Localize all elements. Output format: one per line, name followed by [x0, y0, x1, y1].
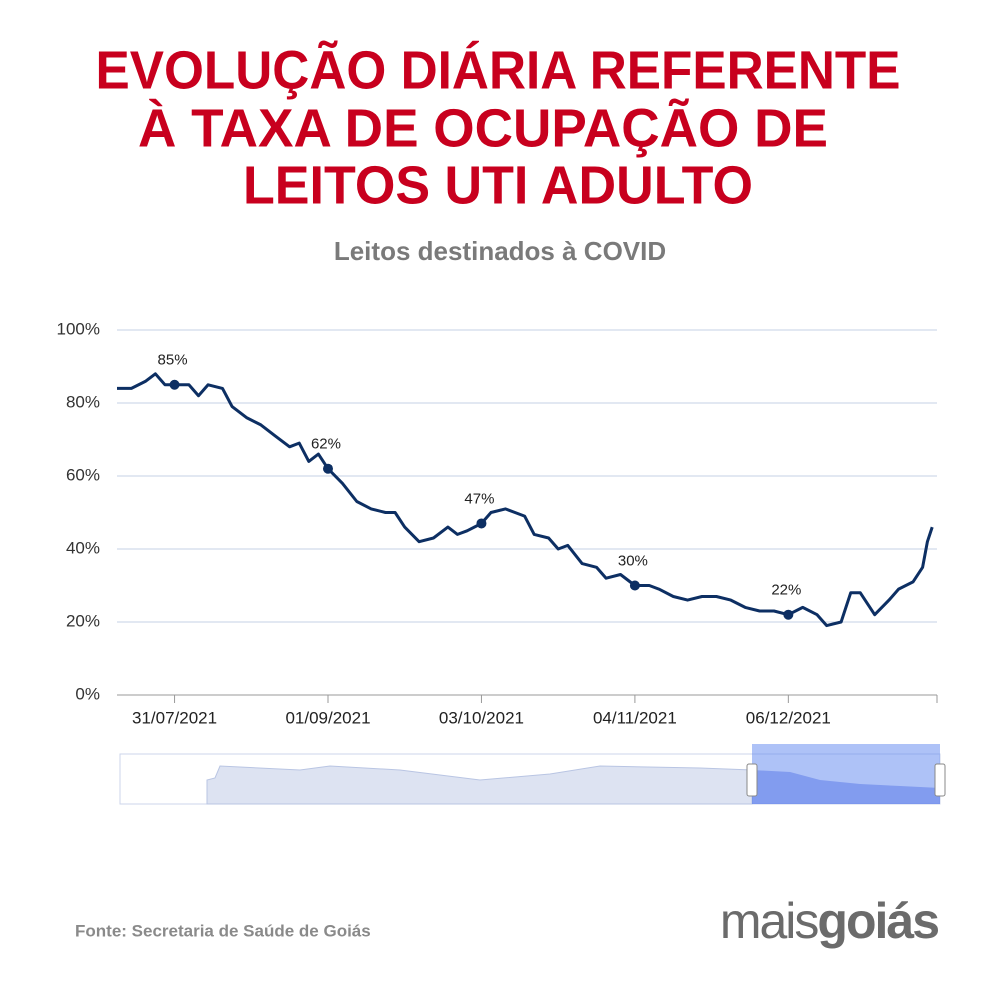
navigator-handle[interactable]: [934, 763, 946, 797]
annotation-point: [629, 580, 640, 591]
annotation-point: [783, 609, 794, 620]
annotation-label: 22%: [771, 582, 801, 599]
y-tick-label: 0%: [75, 684, 100, 703]
annotation-label: 85%: [158, 352, 188, 369]
x-tick-label: 06/12/2021: [746, 708, 831, 727]
logo-part: mais: [720, 893, 819, 949]
y-tick-label: 40%: [66, 538, 100, 557]
annotation-point: [322, 463, 333, 474]
x-tick-label: 31/07/2021: [132, 708, 217, 727]
navigator-selected-area: [752, 770, 940, 804]
annotation-point: [476, 518, 487, 529]
y-tick-label: 80%: [66, 392, 100, 411]
title-line: EVOLUÇÃO DIÁRIA REFERENTE: [96, 40, 901, 100]
navigator: [119, 744, 946, 805]
title-line: À TAXA DE OCUPAÇÃO DE: [138, 98, 828, 158]
y-tick-label: 20%: [66, 611, 100, 630]
annotation-point: [169, 379, 180, 390]
logo-part: goiás: [817, 893, 938, 949]
plot: 0% 20% 40% 60% 80% 100% 31/07/2021 01/09/2021 03…: [57, 319, 938, 727]
y-tick-label: 60%: [66, 465, 100, 484]
subtitle: Leitos destinados à COVID: [334, 236, 666, 266]
x-tick-label: 03/10/2021: [439, 708, 524, 727]
x-tick-label: 01/09/2021: [285, 708, 370, 727]
annotation-label: 62%: [311, 436, 341, 453]
data-line: [117, 372, 934, 628]
annotation-label: 30%: [618, 552, 648, 569]
logo: maisgoiás: [720, 893, 938, 949]
navigator-area: [206, 765, 753, 805]
x-tick-label: 04/11/2021: [593, 708, 677, 727]
y-tick-label: 100%: [57, 319, 100, 338]
title: EVOLUÇÃO DIÁRIA REFERENTE À TAXA DE OCUP…: [96, 40, 901, 215]
annotation-label: 47%: [464, 490, 494, 507]
source: Fonte: Secretaria de Saúde de Goiás: [75, 921, 371, 940]
navigator-handle[interactable]: [746, 763, 758, 797]
title-line: LEITOS UTI ADULTO: [243, 155, 753, 215]
